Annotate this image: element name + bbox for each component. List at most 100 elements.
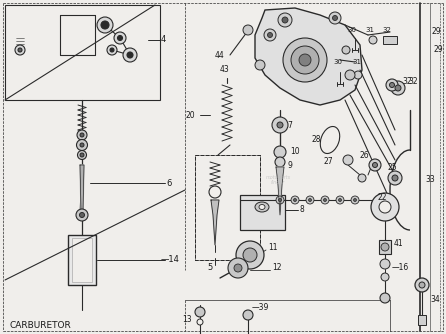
Circle shape <box>389 82 395 88</box>
Circle shape <box>97 17 113 33</box>
Bar <box>240 195 285 230</box>
Text: 41: 41 <box>394 238 404 247</box>
Text: 32: 32 <box>408 77 417 87</box>
Circle shape <box>372 163 377 167</box>
Circle shape <box>278 13 292 27</box>
Circle shape <box>78 151 87 160</box>
Circle shape <box>388 171 402 185</box>
Circle shape <box>197 319 203 325</box>
Circle shape <box>380 259 390 269</box>
Text: 31: 31 <box>365 27 374 33</box>
Circle shape <box>381 273 389 281</box>
Circle shape <box>77 140 87 151</box>
Text: —14: —14 <box>161 256 180 265</box>
Circle shape <box>380 293 390 303</box>
Circle shape <box>293 198 297 201</box>
Text: 10: 10 <box>290 148 300 157</box>
Ellipse shape <box>255 202 269 212</box>
Circle shape <box>369 159 381 171</box>
Circle shape <box>369 36 377 44</box>
Circle shape <box>395 85 401 91</box>
Circle shape <box>79 212 84 217</box>
Circle shape <box>228 258 248 278</box>
Circle shape <box>15 45 25 55</box>
Text: 9: 9 <box>288 161 293 169</box>
Circle shape <box>342 46 350 54</box>
Circle shape <box>80 143 84 147</box>
Text: 8: 8 <box>299 205 304 214</box>
Circle shape <box>306 196 314 204</box>
Circle shape <box>291 196 299 204</box>
Bar <box>195 155 260 260</box>
Circle shape <box>354 71 362 79</box>
Circle shape <box>358 174 366 182</box>
Circle shape <box>101 21 109 29</box>
Text: 32: 32 <box>402 77 412 87</box>
Circle shape <box>419 282 425 288</box>
Circle shape <box>415 278 429 292</box>
Text: motoparts
finder: motoparts finder <box>265 175 290 185</box>
Text: 5: 5 <box>207 264 213 273</box>
Text: 33: 33 <box>425 175 435 184</box>
Text: 25: 25 <box>388 163 398 171</box>
Circle shape <box>381 243 389 251</box>
Bar <box>418 315 426 325</box>
Circle shape <box>336 196 344 204</box>
Circle shape <box>283 38 327 82</box>
Circle shape <box>268 32 273 37</box>
Text: 26: 26 <box>360 151 370 160</box>
Polygon shape <box>80 165 84 210</box>
Text: 11: 11 <box>268 243 277 253</box>
Circle shape <box>323 198 326 201</box>
Polygon shape <box>211 200 219 245</box>
Text: 30: 30 <box>333 59 342 65</box>
Text: 28: 28 <box>312 136 322 145</box>
Circle shape <box>127 52 133 58</box>
Circle shape <box>255 60 265 70</box>
Text: 34: 34 <box>430 296 440 305</box>
Circle shape <box>107 45 117 55</box>
Circle shape <box>351 196 359 204</box>
Circle shape <box>354 198 356 201</box>
Circle shape <box>123 48 137 62</box>
Circle shape <box>333 15 338 20</box>
Circle shape <box>309 198 311 201</box>
Circle shape <box>80 153 84 157</box>
Circle shape <box>278 198 281 201</box>
Circle shape <box>299 54 311 66</box>
Text: 29: 29 <box>432 27 442 36</box>
Circle shape <box>209 186 221 198</box>
Circle shape <box>276 196 284 204</box>
Circle shape <box>386 79 398 91</box>
Bar <box>68 235 96 285</box>
Circle shape <box>236 241 264 269</box>
Bar <box>383 36 397 44</box>
Circle shape <box>110 48 114 52</box>
Text: 43: 43 <box>220 65 230 74</box>
Ellipse shape <box>259 204 265 209</box>
Circle shape <box>274 146 286 158</box>
Text: 12: 12 <box>272 264 281 273</box>
Text: 4: 4 <box>161 35 166 44</box>
Circle shape <box>117 35 123 40</box>
Circle shape <box>391 81 405 95</box>
Circle shape <box>18 48 22 52</box>
Text: 20: 20 <box>185 111 194 120</box>
Text: 13: 13 <box>182 316 192 325</box>
Circle shape <box>329 12 341 24</box>
Bar <box>195 155 260 260</box>
Polygon shape <box>255 8 362 105</box>
Circle shape <box>243 310 253 320</box>
Circle shape <box>80 133 84 137</box>
Circle shape <box>379 201 391 213</box>
Circle shape <box>76 209 88 221</box>
Circle shape <box>277 122 283 128</box>
Circle shape <box>275 157 285 167</box>
Polygon shape <box>276 167 284 215</box>
Circle shape <box>195 307 205 317</box>
Text: 30: 30 <box>347 27 356 33</box>
Text: —39: —39 <box>252 304 269 313</box>
Bar <box>72 238 92 282</box>
Circle shape <box>291 46 319 74</box>
Circle shape <box>392 175 398 181</box>
